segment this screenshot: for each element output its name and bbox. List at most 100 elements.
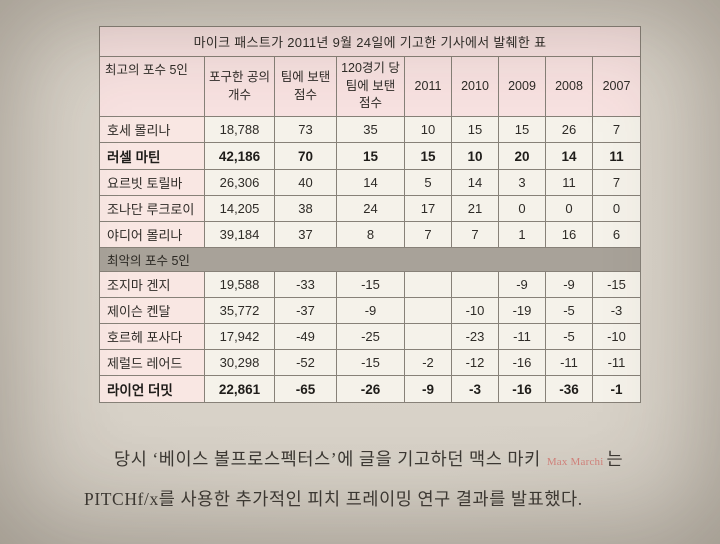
paragraph-line-1-text: 당시 ‘베이스 볼프로스펙터스’에 글을 기고하던 맥스 마키 [114,449,541,469]
value-cell: -9 [336,297,405,324]
value-cell [404,297,452,324]
value-cell: -5 [545,323,593,350]
section-label-worst5: 최악의 포수 5인 [99,247,641,272]
table-row: 제럴드 레어드 30,298 -52 -15 -2 -12 -16 -11 -11 [99,349,641,376]
player-name-cell: 야디어 몰리나 [99,221,205,248]
table-row: 러셀 마틴 42,186 70 15 15 10 20 14 11 [99,142,641,170]
value-cell: -49 [274,323,337,350]
value-cell: -11 [498,323,546,350]
table-row: 라이언 더밋 22,861 -65 -26 -9 -3 -16 -36 -1 [99,375,641,403]
value-cell: 14 [545,142,593,170]
value-cell: 7 [592,116,641,143]
title-row: 마이크 패스트가 2011년 9월 24일에 기고한 기사에서 발췌한 표 [99,26,641,57]
player-name-cell: 조지마 겐지 [99,271,205,298]
table-body: 호세 몰리나 18,788 73 35 10 15 15 26 7 러셀 마틴 42,186 70 15… [99,116,641,403]
value-cell: 10 [404,116,452,143]
value-cell: 20 [498,142,546,170]
value-cell: -2 [404,349,452,376]
value-cell: 70 [274,142,337,170]
value-cell: -25 [336,323,405,350]
value-cell: -1 [592,375,641,403]
col-header-runs-per-120-games: 120경기 당 팀에 보탠 점수 [336,56,405,117]
section-row: 최악의 포수 5인 [99,247,641,272]
value-cell: 38 [274,195,337,222]
value-cell: 42,186 [204,142,275,170]
value-cell: 18,788 [204,116,275,143]
header-row: 최고의 포수 5인 포구한 공의 개수 팀에 보탠 점수 120경기 당 팀에 … [99,56,641,117]
value-cell: 0 [545,195,593,222]
value-cell: -10 [592,323,641,350]
value-cell: 35,772 [204,297,275,324]
value-cell [404,323,452,350]
player-name-cell: 제럴드 레어드 [99,349,205,376]
value-cell: 7 [592,169,641,196]
romanized-name-annotation: Max Marchi [546,456,604,468]
value-cell: -16 [498,349,546,376]
value-cell: -9 [545,271,593,298]
player-name-cell: 러셀 마틴 [99,142,205,170]
col-header-balls-caught: 포구한 공의 개수 [204,56,275,117]
value-cell: 37 [274,221,337,248]
col-header-runs-added: 팀에 보탠 점수 [274,56,337,117]
table-row: 야디어 몰리나 39,184 37 8 7 7 1 16 6 [99,221,641,248]
value-cell: 7 [404,221,452,248]
table-row: 호세 몰리나 18,788 73 35 10 15 15 26 7 [99,116,641,143]
paragraph: 당시 ‘베이스 볼프로스펙터스’에 글을 기고하던 맥스 마키 Max March… [84,441,659,518]
value-cell: -23 [451,323,499,350]
value-cell: -19 [498,297,546,324]
value-cell: 15 [498,116,546,143]
paragraph-line-2: PITCHf/x를 사용한 추가적인 피치 프레이밍 연구 결과를 발표했다. [84,489,583,509]
catcher-framing-table: 마이크 패스트가 2011년 9월 24일에 기고한 기사에서 발췌한 표 최고… [99,26,641,403]
value-cell: -52 [274,349,337,376]
value-cell: -11 [592,349,641,376]
value-cell [451,271,499,298]
value-cell: -33 [274,271,337,298]
value-cell: 5 [404,169,452,196]
paragraph-line-1-particle: 는 [606,449,624,469]
table-title: 마이크 패스트가 2011년 9월 24일에 기고한 기사에서 발췌한 표 [99,26,641,57]
player-name-cell: 제이슨 켄달 [99,297,205,324]
col-header-year-2007: 2007 [592,56,641,117]
value-cell: 11 [592,142,641,170]
col-header-year-2009: 2009 [498,56,546,117]
table-row: 조나단 루크로이 14,205 38 24 17 21 0 0 0 [99,195,641,222]
value-cell: -37 [274,297,337,324]
player-name-cell: 호세 몰리나 [99,116,205,143]
value-cell: -12 [451,349,499,376]
value-cell: 11 [545,169,593,196]
value-cell: -11 [545,349,593,376]
player-name-cell: 호르헤 포사다 [99,323,205,350]
value-cell: -36 [545,375,593,403]
value-cell: 15 [336,142,405,170]
value-cell: 24 [336,195,405,222]
value-cell: -3 [451,375,499,403]
table-row: 조지마 겐지 19,588 -33 -15 -9 -9 -15 [99,271,641,298]
value-cell: -3 [592,297,641,324]
value-cell: -9 [498,271,546,298]
value-cell: -16 [498,375,546,403]
value-cell: 30,298 [204,349,275,376]
value-cell: 35 [336,116,405,143]
col-header-year-2011: 2011 [404,56,452,117]
value-cell: -9 [404,375,452,403]
value-cell: 0 [592,195,641,222]
value-cell: -15 [336,271,405,298]
value-cell: 40 [274,169,337,196]
value-cell: 6 [592,221,641,248]
col-header-year-2010: 2010 [451,56,499,117]
paragraph-line-1: 당시 ‘베이스 볼프로스펙터스’에 글을 기고하던 맥스 마키 Max March… [84,441,659,481]
value-cell: 26 [545,116,593,143]
value-cell: -65 [274,375,337,403]
value-cell: 1 [498,221,546,248]
value-cell: 15 [404,142,452,170]
table-row: 요르빗 토릴바 26,306 40 14 5 14 3 11 7 [99,169,641,196]
value-cell: -15 [336,349,405,376]
value-cell: 21 [451,195,499,222]
value-cell: 14 [336,169,405,196]
value-cell: 39,184 [204,221,275,248]
value-cell: 0 [498,195,546,222]
excerpt-table-wrapper: 마이크 패스트가 2011년 9월 24일에 기고한 기사에서 발췌한 표 최고… [99,26,641,403]
col-header-top5-catchers: 최고의 포수 5인 [99,56,205,117]
table-row: 제이슨 켄달 35,772 -37 -9 -10 -19 -5 -3 [99,297,641,324]
col-header-year-2008: 2008 [545,56,593,117]
